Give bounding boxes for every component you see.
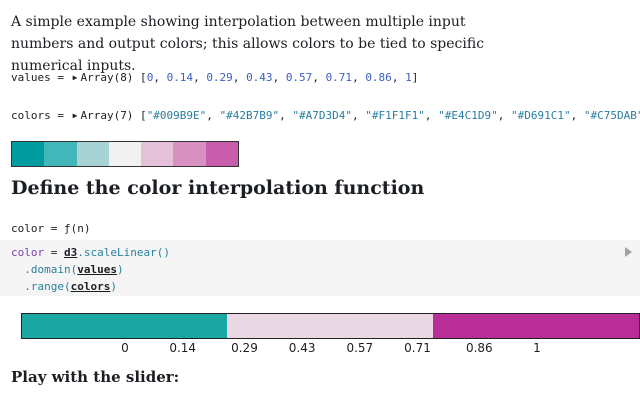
- legend-tick-label: 0: [121, 341, 129, 355]
- code-line-3: .range(colors): [11, 278, 629, 295]
- color-item: "#E4C1D9": [438, 109, 498, 122]
- color-swatch: [12, 142, 45, 166]
- color-item: "#F1F1F1": [365, 109, 425, 122]
- expand-triangle-icon[interactable]: ▶: [72, 111, 78, 120]
- code-close: ): [110, 280, 117, 293]
- value-item: 0.43: [246, 71, 273, 84]
- color-item: "#A7D3D4": [292, 109, 353, 122]
- legend-ticks: 0 0.14 0.29 0.43 0.57 0.71 0.86 1: [21, 339, 640, 359]
- code-var: color: [11, 246, 45, 259]
- value-item: 1: [405, 71, 412, 84]
- value-item: 0.29: [206, 71, 233, 84]
- color-cell-output: color = ƒ(n): [11, 222, 91, 235]
- color-swatch: [108, 142, 142, 166]
- code-fn: .domain(: [24, 263, 78, 276]
- legend-segment: [22, 314, 228, 338]
- values-type[interactable]: Array(8): [80, 71, 134, 84]
- section-heading: Define the color interpolation function: [11, 177, 425, 199]
- value-item: 0.14: [166, 71, 194, 84]
- function-value[interactable]: ƒ(n): [64, 222, 91, 235]
- color-item: "#009B9E": [146, 109, 207, 122]
- value-item: 0.57: [285, 71, 313, 84]
- legend-tick-label: 0.43: [288, 341, 316, 355]
- color-swatch: [205, 142, 239, 166]
- legend-segment: [227, 314, 433, 338]
- code-line-2: .domain(values): [11, 261, 629, 278]
- code-editor[interactable]: color = d3.scaleLinear() .domain(values)…: [0, 240, 640, 296]
- colors-items: "#009B9E", "#42B7B9", "#A7D3D4", "#F1F1F…: [147, 109, 640, 122]
- values-items: 0, 0.14, 0.29, 0.43, 0.57, 0.71, 0.86, 1: [146, 71, 412, 84]
- intro-text: A simple example showing interpolation b…: [11, 14, 485, 74]
- color-swatch: [44, 142, 77, 166]
- equals-sign: =: [50, 71, 71, 84]
- code-close: ): [116, 263, 124, 276]
- color-item: "#42B7B9": [219, 109, 280, 122]
- legend-tick-label: 0.57: [346, 341, 374, 355]
- colors-cell-output: colors = ▶ Array(7) ["#009B9E", "#42B7B9"…: [11, 109, 640, 122]
- color-legend: [21, 313, 640, 339]
- color-swatches: [11, 141, 240, 167]
- run-cell-icon[interactable]: [625, 247, 632, 257]
- legend-tick-label: 1: [533, 341, 541, 355]
- color-swatch: [173, 142, 206, 166]
- code-line-1: color = d3.scaleLinear(): [11, 244, 629, 261]
- legend-tick-label: 0.29: [231, 341, 258, 355]
- slider-heading: Play with the slider:: [11, 368, 180, 386]
- legend-tick-label: 0.86: [465, 341, 493, 355]
- color-swatch: [141, 142, 174, 166]
- colors-type[interactable]: Array(7): [80, 109, 134, 122]
- code-fn: .range(: [24, 280, 71, 293]
- expand-triangle-icon[interactable]: ▶: [72, 73, 78, 82]
- color-item: "#C75DAB": [583, 109, 640, 122]
- code-eq: =: [44, 246, 64, 259]
- value-item: 0.71: [325, 71, 353, 84]
- value-item: 0: [146, 71, 154, 84]
- color-swatch: [76, 142, 109, 166]
- code-arg: values: [77, 263, 117, 276]
- colors-var: colors: [11, 109, 51, 122]
- color-var: color: [11, 222, 45, 235]
- values-cell-output: values = ▶ Array(8) [0, 0.14, 0.29, 0.43,…: [11, 71, 419, 84]
- equals-sign: =: [44, 222, 64, 235]
- color-item: "#D691C1": [510, 109, 571, 122]
- legend-tick-label: 0.14: [169, 341, 197, 355]
- code-fn: .scaleLinear(): [77, 246, 170, 259]
- legend-tick-label: 0.71: [404, 341, 431, 355]
- legend-segment: [432, 314, 639, 338]
- code-arg: colors: [70, 280, 111, 293]
- equals-sign: =: [50, 109, 71, 122]
- values-var: values: [11, 71, 51, 84]
- code-lib: d3: [64, 246, 78, 259]
- value-item: 0.86: [365, 71, 392, 84]
